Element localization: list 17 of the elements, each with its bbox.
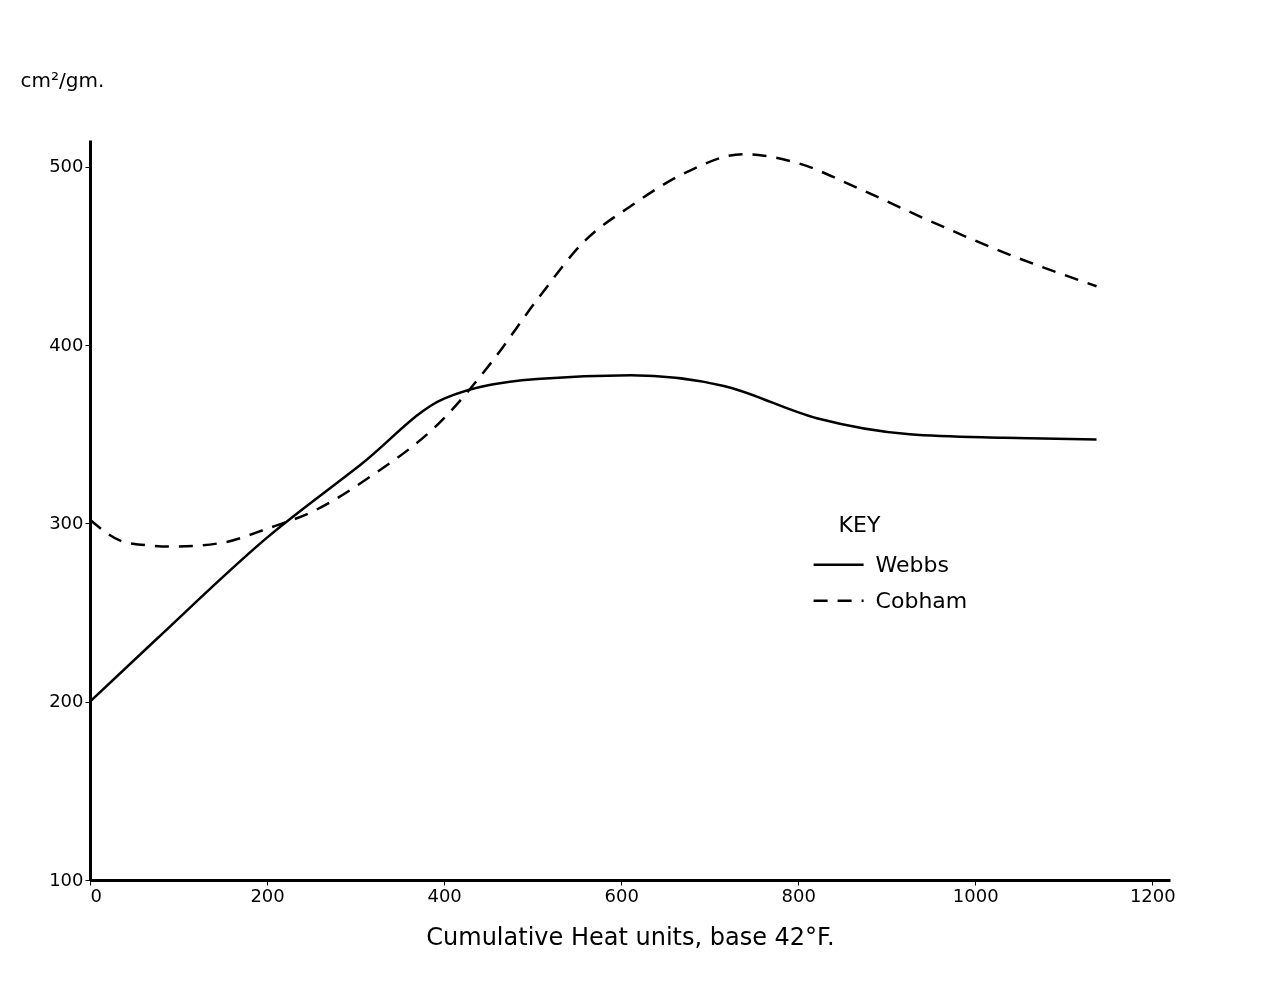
- y-tick-label: 400: [49, 333, 84, 355]
- x-tick-label: 800: [781, 884, 816, 906]
- legend-label: Cobham: [875, 587, 968, 613]
- x-axis-title: Cumulative Heat units, base 42°F.: [426, 922, 835, 951]
- x-tick-label: 200: [250, 884, 285, 906]
- legend-title: KEY: [838, 511, 881, 537]
- y-tick-label: 500: [49, 155, 84, 177]
- y-axis-title: cm²/gm.: [20, 67, 105, 92]
- x-tick-label: 400: [427, 884, 462, 906]
- y-tick-label: 100: [49, 868, 84, 890]
- y-tick-label: 200: [49, 690, 84, 712]
- legend-label: Webbs: [875, 551, 949, 577]
- x-tick-label: 1000: [952, 884, 999, 906]
- x-tick-label: 600: [604, 884, 639, 906]
- x-tick-label: 0: [90, 884, 102, 906]
- x-tick-label: 1200: [1129, 884, 1176, 906]
- y-tick-label: 300: [49, 511, 84, 533]
